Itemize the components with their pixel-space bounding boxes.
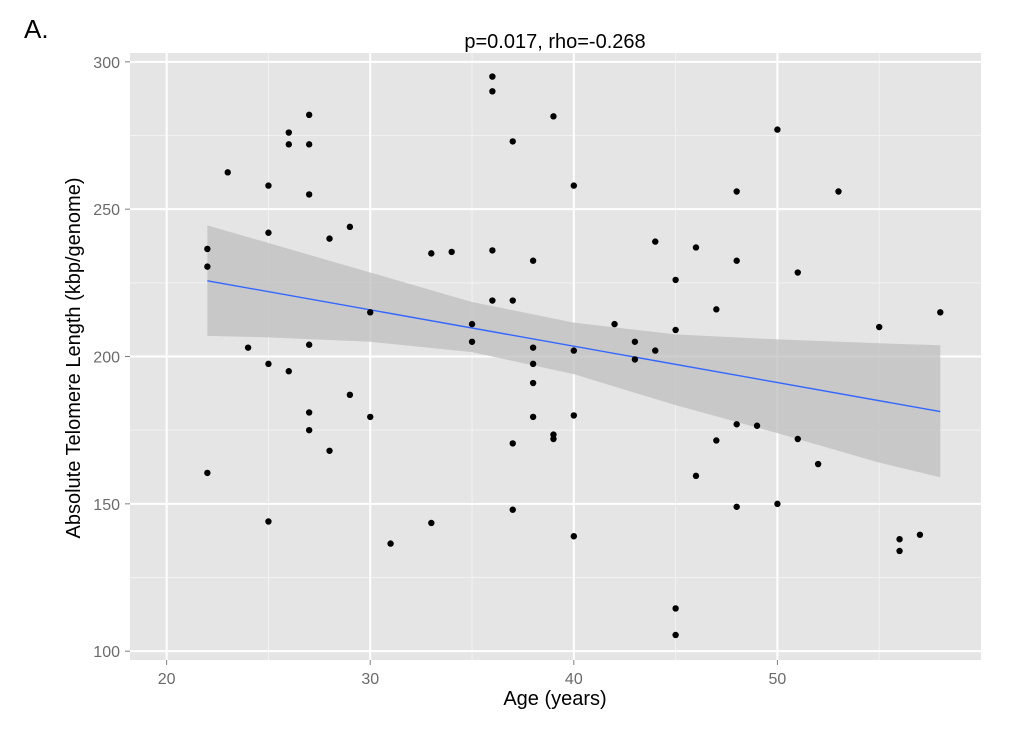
y-tick-label: 250 (93, 202, 120, 219)
data-point (550, 435, 557, 443)
data-point (672, 276, 679, 284)
data-point (814, 460, 822, 468)
data-point (550, 113, 557, 120)
y-tick-label: 100 (93, 644, 120, 661)
data-point (509, 138, 516, 145)
data-point (570, 412, 578, 419)
data-point (835, 188, 842, 195)
data-point (285, 368, 292, 375)
y-axis-title: Absolute Telomere Length (kbp/genome) (63, 178, 85, 539)
data-point (733, 188, 740, 195)
data-point (428, 250, 435, 257)
data-point (489, 88, 496, 95)
data-point (326, 235, 333, 242)
data-point (570, 182, 578, 189)
y-tick-label: 150 (93, 497, 120, 514)
data-points (204, 73, 944, 639)
data-point (733, 257, 740, 264)
data-point (896, 535, 903, 543)
x-axis-title: Age (years) (503, 688, 606, 710)
y-tick-label: 200 (93, 350, 120, 367)
chart-title: p=0.017, rho=-0.268 (464, 31, 645, 53)
data-point (672, 605, 679, 612)
data-point (305, 341, 313, 348)
data-point (509, 297, 516, 304)
data-point (631, 338, 639, 345)
data-point (529, 379, 537, 387)
x-tick-label: 20 (158, 671, 176, 688)
data-point (529, 344, 537, 351)
data-point (428, 519, 435, 527)
data-point (346, 223, 354, 231)
data-point (489, 73, 496, 80)
data-point (265, 518, 272, 525)
data-point (489, 247, 496, 254)
data-point (550, 431, 557, 438)
x-axis-ticks: 20 30 40 50 (158, 660, 787, 688)
data-point (224, 169, 231, 176)
data-point (468, 320, 476, 328)
data-point (570, 347, 578, 354)
data-point (794, 269, 801, 276)
data-point (570, 533, 578, 540)
data-point (733, 421, 740, 428)
panel-label: A. (24, 14, 49, 44)
data-point (204, 263, 211, 270)
data-point (672, 631, 679, 639)
data-point (692, 472, 700, 480)
data-point (489, 297, 496, 304)
data-point (713, 437, 720, 444)
data-point (937, 309, 944, 316)
data-point (529, 413, 537, 421)
data-point (448, 248, 455, 256)
y-axis-ticks: 100 150 200 250 300 (93, 55, 130, 661)
data-point (346, 391, 354, 399)
data-point (265, 229, 272, 236)
data-point (305, 111, 313, 119)
data-point (265, 182, 272, 189)
data-point (794, 435, 801, 443)
data-point (733, 503, 740, 510)
data-point (774, 126, 781, 133)
data-point (305, 141, 313, 148)
data-point (631, 356, 639, 363)
data-point (326, 447, 333, 454)
data-point (387, 540, 394, 547)
data-point (367, 309, 374, 316)
data-point (692, 244, 700, 251)
x-tick-label: 40 (565, 671, 583, 688)
data-point (265, 360, 272, 368)
data-point (611, 320, 618, 328)
regression-line (207, 280, 941, 413)
x-tick-label: 30 (361, 671, 379, 688)
data-point (529, 257, 537, 264)
y-tick-label: 300 (93, 55, 120, 72)
data-point (305, 191, 313, 198)
data-point (468, 338, 476, 345)
data-point (204, 469, 211, 477)
x-tick-label: 50 (769, 671, 787, 688)
data-point (367, 413, 374, 421)
data-point (876, 323, 883, 331)
data-point (916, 531, 924, 538)
data-point (713, 306, 720, 313)
data-point (204, 245, 211, 253)
data-point (753, 422, 761, 429)
data-point (652, 347, 659, 354)
data-point (896, 547, 903, 555)
data-point (305, 426, 313, 434)
data-point (529, 360, 537, 368)
data-point (285, 129, 292, 136)
data-point (305, 409, 313, 416)
data-point (774, 500, 781, 508)
data-point (652, 238, 659, 245)
data-point (509, 440, 516, 447)
data-point (672, 326, 679, 334)
data-point (244, 344, 252, 351)
data-point (509, 506, 516, 513)
data-point (285, 141, 292, 148)
